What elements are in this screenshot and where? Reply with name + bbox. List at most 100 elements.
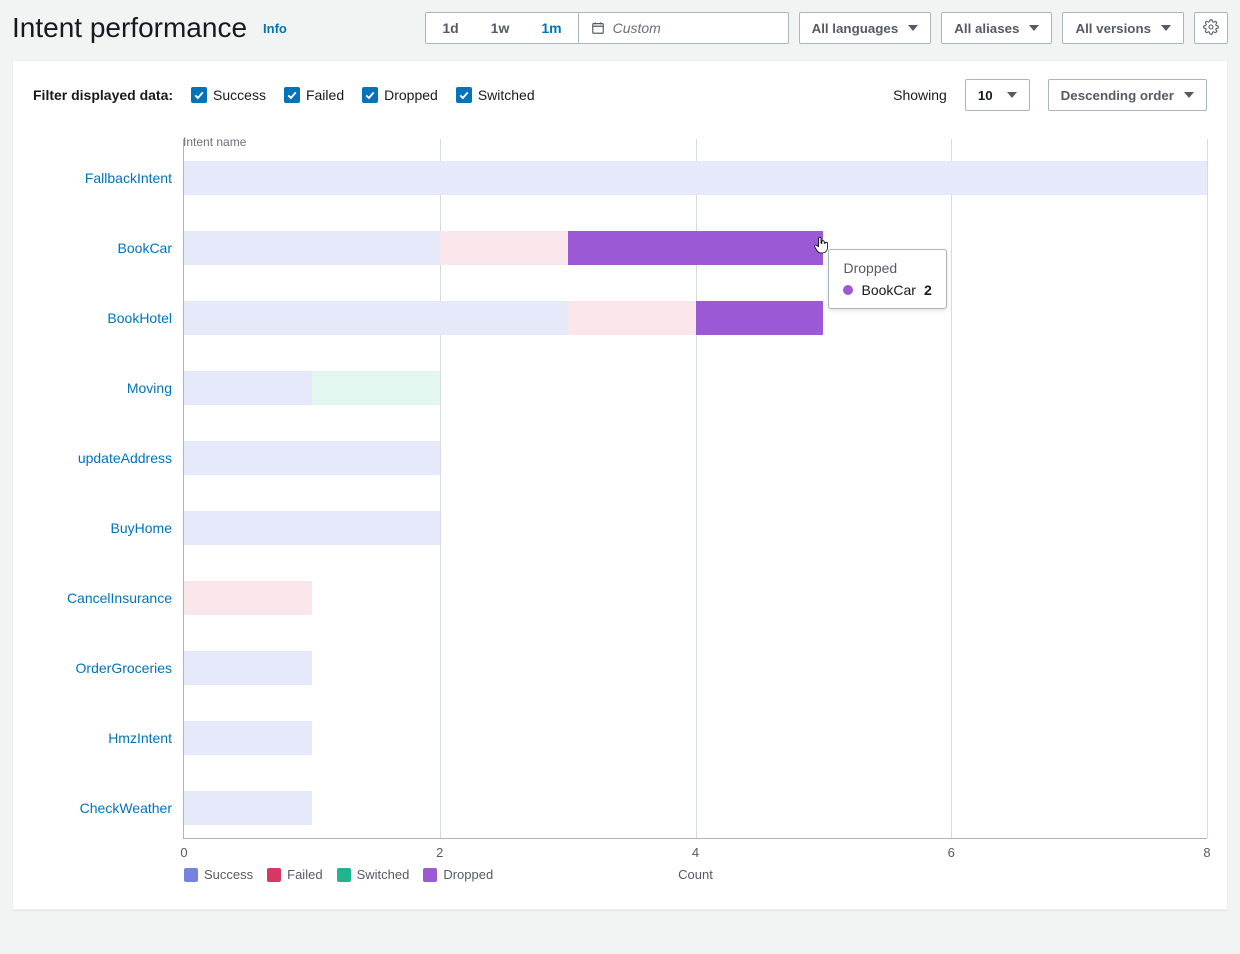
intent-row: HmzIntent [184,721,1207,755]
chart-tooltip: Dropped BookCar 2 [828,249,946,309]
intent-row: CheckWeather [184,791,1207,825]
bar-segment-success[interactable] [184,301,568,335]
legend-label: Switched [357,867,410,882]
bar-segment-success[interactable] [184,441,440,475]
time-range-custom-label: Custom [613,20,661,36]
bar-segment-success[interactable] [184,371,312,405]
x-tick-label: 0 [180,845,187,860]
legend-swatch [184,868,198,882]
filter-checkbox-label: Success [213,87,266,103]
bar-segment-dropped[interactable] [568,231,824,265]
aliases-dropdown[interactable]: All aliases [941,12,1052,44]
intent-name-link[interactable]: Moving [34,380,184,396]
intent-name-link[interactable]: BookCar [34,240,184,256]
legend-swatch [337,868,351,882]
chart-panel: Filter displayed data: Success Failed Drop… [12,60,1228,910]
intent-row: CancelInsurance [184,581,1207,615]
filter-label: Filter displayed data: [33,87,173,103]
bar-segment-success[interactable] [184,721,312,755]
time-range-custom[interactable]: Custom [578,13,788,43]
checkbox-icon [456,87,472,103]
bar-segment-failed[interactable] [184,581,312,615]
chart: Intent name Count SuccessFailedSwitchedD… [33,139,1207,889]
showing-count-dropdown[interactable]: 10 [965,79,1030,111]
sort-order-dropdown[interactable]: Descending order [1048,79,1207,111]
languages-dropdown-label: All languages [812,21,899,36]
bar-segment-success[interactable] [184,231,440,265]
checkbox-icon [362,87,378,103]
legend-swatch [267,868,281,882]
filter-checkbox-failed[interactable]: Failed [284,87,344,103]
chart-legend: Success Failed Switched Dropped [184,867,493,882]
filter-checkbox-label: Switched [478,87,535,103]
showing-count-value: 10 [978,88,993,103]
filter-checkbox-label: Dropped [384,87,438,103]
legend-label: Success [204,867,253,882]
bar-segment-success[interactable] [184,511,440,545]
gridline [1207,139,1208,838]
intent-row: FallbackIntent [184,161,1207,195]
versions-dropdown-label: All versions [1075,21,1151,36]
intent-name-link[interactable]: BookHotel [34,310,184,326]
checkbox-icon [191,87,207,103]
x-tick-label: 8 [1203,845,1210,860]
sort-order-label: Descending order [1061,88,1174,103]
intent-row: BuyHome [184,511,1207,545]
languages-dropdown[interactable]: All languages [799,12,932,44]
info-link[interactable]: Info [263,21,287,36]
tooltip-title: Dropped [843,260,931,276]
versions-dropdown[interactable]: All versions [1062,12,1184,44]
chevron-down-icon [1184,92,1194,98]
chevron-down-icon [1029,25,1039,31]
filter-row: Filter displayed data: Success Failed Drop… [33,79,1207,111]
x-tick-label: 4 [692,845,699,860]
tooltip-intent: BookCar [861,282,915,298]
chevron-down-icon [1007,92,1017,98]
gear-icon [1203,19,1219,38]
header-bar: Intent performance Info 1d1w1m Custom All… [12,12,1228,44]
x-tick-label: 2 [436,845,443,860]
time-range-1m[interactable]: 1m [525,13,577,43]
settings-button[interactable] [1194,12,1228,44]
legend-item-success[interactable]: Success [184,867,253,882]
page-title: Intent performance [12,12,247,44]
legend-swatch [423,868,437,882]
bar-segment-failed[interactable] [568,301,696,335]
filter-checkbox-dropped[interactable]: Dropped [362,87,438,103]
time-range-1d[interactable]: 1d [426,13,474,43]
bar-segment-dropped[interactable] [696,301,824,335]
bar-segment-switched[interactable] [312,371,440,405]
time-range-1w[interactable]: 1w [475,13,526,43]
bar-segment-success[interactable] [184,791,312,825]
intent-row: BookHotel [184,301,1207,335]
intent-row: OrderGroceries [184,651,1207,685]
filter-checkbox-switched[interactable]: Switched [456,87,535,103]
filter-checkbox-label: Failed [306,87,344,103]
intent-name-link[interactable]: updateAddress [34,450,184,466]
legend-item-dropped[interactable]: Dropped [423,867,493,882]
x-axis-title: Count [678,867,713,882]
tooltip-value: 2 [924,282,932,298]
time-range-selector: 1d1w1m Custom [425,12,788,44]
filter-checkbox-success[interactable]: Success [191,87,266,103]
intent-name-link[interactable]: FallbackIntent [34,170,184,186]
bar-segment-failed[interactable] [440,231,568,265]
intent-name-link[interactable]: BuyHome [34,520,184,536]
chart-plot-area: Count SuccessFailedSwitchedDropped 02468… [183,139,1207,839]
showing-label: Showing [893,87,947,103]
x-tick-label: 6 [948,845,955,860]
intent-row: BookCar [184,231,1207,265]
legend-item-switched[interactable]: Switched [337,867,410,882]
checkbox-icon [284,87,300,103]
intent-name-link[interactable]: CancelInsurance [34,590,184,606]
intent-name-link[interactable]: HmzIntent [34,730,184,746]
bar-segment-success[interactable] [184,161,1207,195]
intent-name-link[interactable]: CheckWeather [34,800,184,816]
chevron-down-icon [908,25,918,31]
legend-item-failed[interactable]: Failed [267,867,322,882]
bar-segment-success[interactable] [184,651,312,685]
calendar-icon [591,21,605,35]
intent-name-link[interactable]: OrderGroceries [34,660,184,676]
legend-label: Dropped [443,867,493,882]
legend-label: Failed [287,867,322,882]
